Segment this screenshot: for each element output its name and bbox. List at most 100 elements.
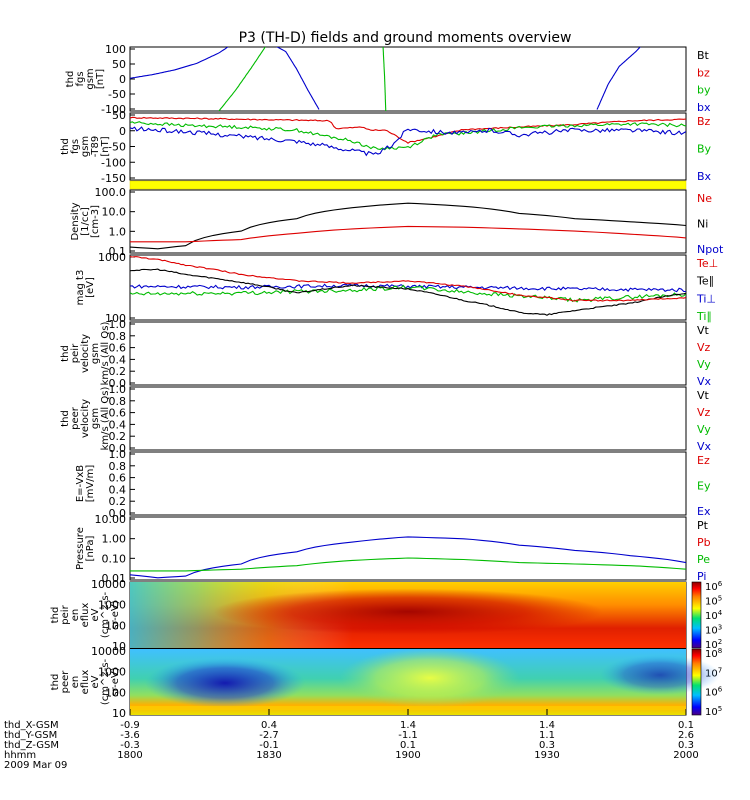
y-axis-label: [nT] xyxy=(95,69,106,89)
panel-peir-velocity: 1.00.80.60.40.20.0 thd peir velocity gsm km/s… xyxy=(60,318,712,390)
series-bx xyxy=(130,47,229,79)
series-by xyxy=(382,47,387,111)
y-tick-label: 0.4 xyxy=(109,353,127,366)
y-axis-label: (cm^2-s- xyxy=(100,658,111,705)
legend-Bx: Bx xyxy=(697,170,712,183)
series-bx xyxy=(276,47,320,110)
y-tick-label: -100 xyxy=(101,156,126,169)
y-axis-label: eflux xyxy=(80,670,91,695)
legend-Vt: Vt xyxy=(697,389,710,402)
colorbar-tick-label: 108 xyxy=(705,647,722,660)
legend-Pi: Pi xyxy=(697,570,706,583)
y-axis-label: en xyxy=(70,609,81,622)
peer-spectrogram-image xyxy=(130,648,720,715)
y-axis-label: peir xyxy=(70,343,81,363)
panel-frame xyxy=(129,451,687,516)
legend-by: by xyxy=(697,84,711,97)
panel-frame xyxy=(129,189,687,254)
legend-Vz: Vz xyxy=(697,341,711,354)
x-tick-label: 0.1 xyxy=(678,720,694,731)
panel-efield: 1.00.80.60.40.20.0 E=-VxB [mV/m] Ez Ey Ex xyxy=(75,448,711,520)
legend-Pe: Pe xyxy=(697,553,710,566)
x-tick-label: 0.3 xyxy=(678,740,694,751)
y-tick-label: 0.2 xyxy=(109,365,127,378)
x-tick-label: 1900 xyxy=(395,750,420,761)
legend-Vt: Vt xyxy=(697,324,710,337)
legend-Ey: Ey xyxy=(697,480,711,493)
y-tick-label: 0.6 xyxy=(109,407,127,420)
legend-Ez: Ez xyxy=(697,454,710,467)
legend-Vz: Vz xyxy=(697,406,711,419)
x-tick-label: 1800 xyxy=(117,750,142,761)
panel-peer-velocity: 1.00.80.60.40.20.0 thd peer velocity gsm km/s… xyxy=(60,383,712,455)
x-tick-label: 1.1 xyxy=(539,730,555,741)
y-tick-label: 0.0 xyxy=(109,507,127,520)
y-tick-label: 0.1 xyxy=(109,245,127,258)
peir-spectrogram-image xyxy=(130,582,686,648)
y-tick-label: 0.10 xyxy=(102,552,127,565)
y-axis-label: [nPa] xyxy=(85,535,96,561)
flag-bar xyxy=(129,180,687,190)
date-label: 2009 Mar 09 xyxy=(4,760,67,771)
panel-frame xyxy=(129,516,687,581)
colorbar-tick-label: 105 xyxy=(705,705,722,718)
series-Ti⊥ xyxy=(130,283,686,293)
y-tick-label: 0.2 xyxy=(109,430,127,443)
y-axis-label: en xyxy=(70,676,81,689)
y-axis-label: km/s (All Qs) xyxy=(100,387,111,451)
y-tick-label: 0.4 xyxy=(109,483,127,496)
y-axis-label: mag t3 xyxy=(75,270,86,306)
y-axis-label: velocity xyxy=(80,334,91,373)
colorbar-tick-label: 106 xyxy=(705,580,723,593)
y-axis-label: thd xyxy=(60,138,71,155)
legend-bz: bz xyxy=(697,66,710,79)
x-tick-label: 1930 xyxy=(534,750,559,761)
y-axis-label: [mV/m] xyxy=(85,465,96,503)
y-tick-label: 10000 xyxy=(91,578,126,591)
x-tick-label: 0.4 xyxy=(261,720,277,731)
y-tick-label: 1000 xyxy=(98,251,126,264)
series-Pe xyxy=(130,557,686,572)
series-by xyxy=(218,47,266,111)
legend-Vy: Vy xyxy=(697,423,711,436)
y-axis-label: velocity xyxy=(80,399,91,438)
y-axis-label: sr-eV) xyxy=(110,600,121,629)
y-tick-label: 0.8 xyxy=(109,460,127,473)
panel-frame xyxy=(129,321,687,386)
y-axis-label: peer xyxy=(60,670,71,694)
y-tick-label: -50 xyxy=(108,88,126,101)
y-axis-label: [cm-3] xyxy=(90,205,101,238)
x-tick-label: 0.1 xyxy=(400,740,416,751)
legend-Bz: Bz xyxy=(697,115,711,128)
legend-Vx: Vx xyxy=(697,440,712,453)
y-tick-label: 0.0 xyxy=(109,377,127,390)
y-tick-label: -50 xyxy=(108,141,126,154)
x-row-label: thd_X-GSM xyxy=(4,720,59,731)
legend-Ex: Ex xyxy=(697,505,711,518)
y-tick-label: 10000 xyxy=(91,645,126,658)
legend-Ne: Ne xyxy=(697,192,712,205)
series-Pi xyxy=(130,536,686,579)
y-axis-label: [eV] xyxy=(85,277,96,298)
y-tick-label: 0.01 xyxy=(102,572,127,585)
legend-Ni: Ni xyxy=(697,218,708,231)
panel-density: 100.0 10.0 1.0 0.1 Density [1/cc] [cm-3] Ne Ni Np… xyxy=(70,186,724,258)
x-tick-label: -0.1 xyxy=(259,740,279,751)
x-tick-label: -0.3 xyxy=(120,740,140,751)
y-axis-label: E=-VxB xyxy=(75,465,86,502)
x-tick-label: -3.6 xyxy=(120,730,140,741)
y-axis-label: [nT] xyxy=(100,136,111,156)
y-axis-label: eflux xyxy=(80,603,91,628)
colorbar-tick-label: 106 xyxy=(705,686,723,699)
y-tick-label: 0 xyxy=(119,125,126,138)
series-Te∥ xyxy=(130,268,686,316)
y-tick-label: 1.0 xyxy=(109,383,127,396)
y-tick-label: 0.4 xyxy=(109,418,127,431)
peer-colorbar xyxy=(691,648,702,716)
x-tick-label: 1830 xyxy=(256,750,281,761)
y-tick-label: 1000 xyxy=(98,599,126,612)
y-tick-label: -150 xyxy=(101,172,126,185)
y-axis-label: sr-eV) xyxy=(110,667,121,696)
y-tick-label: 100 xyxy=(105,686,126,699)
